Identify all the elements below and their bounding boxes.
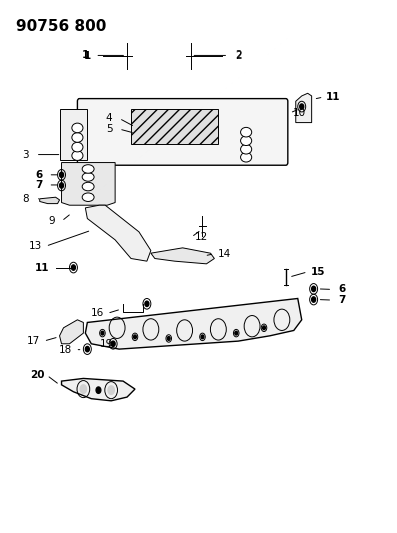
Text: 19: 19 (100, 340, 113, 349)
Circle shape (168, 337, 170, 341)
Ellipse shape (72, 142, 83, 152)
Circle shape (312, 286, 316, 292)
Text: 9: 9 (48, 216, 55, 226)
Circle shape (300, 104, 304, 109)
Text: 1: 1 (82, 51, 89, 60)
Ellipse shape (241, 152, 252, 162)
Polygon shape (60, 320, 83, 344)
Text: 15: 15 (310, 267, 325, 277)
Text: 6: 6 (35, 170, 42, 180)
Circle shape (145, 301, 149, 306)
Text: 8: 8 (23, 194, 29, 204)
Ellipse shape (72, 133, 83, 142)
Circle shape (111, 341, 115, 346)
Text: 5: 5 (106, 124, 112, 134)
Ellipse shape (82, 165, 94, 173)
Circle shape (60, 172, 64, 177)
Polygon shape (296, 93, 312, 123)
Text: 16: 16 (91, 309, 104, 318)
Ellipse shape (241, 136, 252, 146)
Ellipse shape (241, 144, 252, 154)
FancyBboxPatch shape (77, 99, 288, 165)
Text: 4: 4 (106, 114, 112, 123)
Polygon shape (40, 197, 60, 204)
Text: 90756 800: 90756 800 (16, 19, 106, 34)
Polygon shape (62, 163, 115, 205)
Circle shape (101, 331, 104, 335)
Ellipse shape (82, 173, 94, 181)
Text: 7: 7 (35, 180, 42, 190)
Circle shape (201, 335, 204, 339)
Ellipse shape (72, 151, 83, 160)
Text: 18: 18 (59, 345, 72, 354)
Circle shape (133, 335, 137, 339)
Circle shape (312, 297, 316, 302)
Text: 1: 1 (84, 51, 91, 61)
Text: 14: 14 (218, 249, 231, 259)
Circle shape (60, 183, 64, 188)
Ellipse shape (82, 182, 94, 191)
Circle shape (85, 346, 89, 352)
Circle shape (108, 386, 114, 394)
Circle shape (71, 265, 75, 270)
Circle shape (80, 385, 87, 393)
Text: 10: 10 (293, 108, 306, 118)
Ellipse shape (72, 123, 83, 133)
Text: 12: 12 (195, 232, 208, 242)
Polygon shape (85, 298, 302, 349)
Text: 3: 3 (23, 150, 29, 159)
Text: 13: 13 (29, 241, 42, 251)
Polygon shape (62, 378, 135, 401)
Polygon shape (85, 205, 151, 261)
Text: 17: 17 (27, 336, 40, 346)
Circle shape (263, 326, 265, 329)
Text: 6: 6 (339, 285, 346, 294)
Text: 2: 2 (235, 51, 241, 60)
Text: 2: 2 (235, 51, 241, 61)
Circle shape (235, 331, 237, 335)
Text: 20: 20 (30, 370, 44, 380)
Text: 7: 7 (339, 295, 346, 305)
Bar (131, 109, 218, 144)
Text: 11: 11 (326, 92, 341, 102)
Polygon shape (151, 248, 214, 264)
Ellipse shape (241, 127, 252, 137)
Circle shape (96, 387, 101, 393)
Ellipse shape (82, 193, 94, 201)
Bar (60, 109, 87, 160)
Text: 11: 11 (35, 263, 49, 272)
